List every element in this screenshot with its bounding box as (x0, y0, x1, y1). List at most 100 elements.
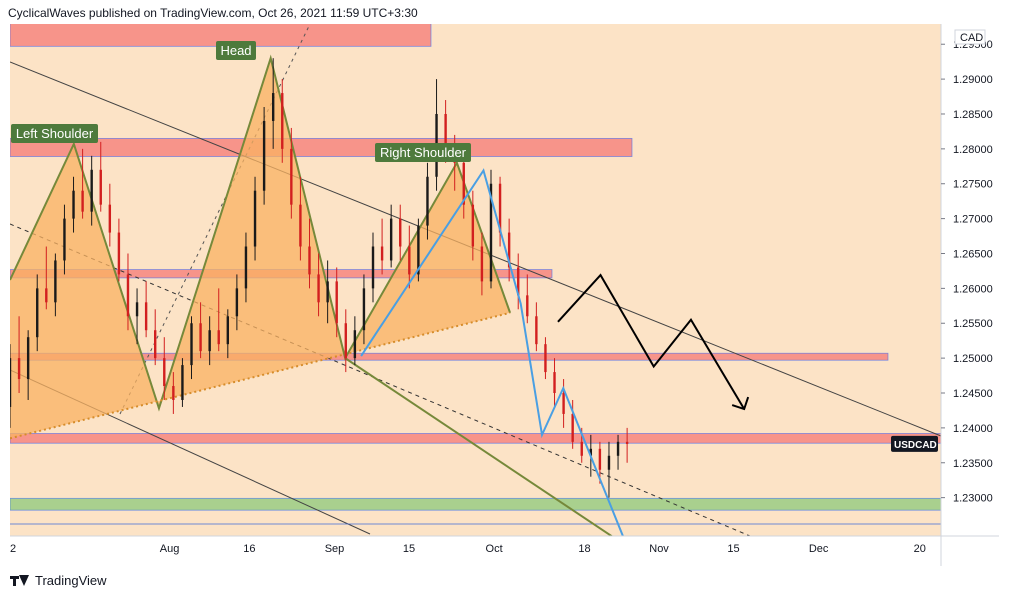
pattern-label: Left Shoulder (11, 124, 98, 143)
candle-body (72, 190, 75, 219)
time-tick-label: Aug (160, 543, 180, 555)
candle (36, 274, 39, 352)
candle-body (126, 274, 130, 317)
candle-body (607, 455, 611, 470)
candle-body (26, 337, 30, 380)
price-tick-label: 1.24500 (953, 388, 993, 400)
candle (144, 281, 148, 338)
candle-body (389, 218, 393, 261)
price-tick-label: 1.27000 (953, 214, 993, 226)
right-shoulder-breakdown-line (344, 357, 628, 548)
candle (244, 232, 248, 303)
candle (571, 399, 574, 449)
candle (371, 232, 375, 303)
candle-body (262, 120, 266, 191)
candle (45, 246, 48, 310)
candle-body (498, 183, 502, 233)
candle-body (54, 260, 57, 303)
pattern-label-text: Head (220, 43, 251, 58)
candle-body (571, 413, 574, 442)
candle (253, 176, 257, 261)
candle-body (362, 288, 366, 331)
price-chart[interactable]: 1.295001.290001.285001.280001.275001.270… (8, 22, 999, 566)
candle (54, 253, 57, 317)
candle-body (135, 302, 139, 317)
pattern-outline (9, 54, 512, 412)
candle-body (562, 393, 565, 414)
candle-body (90, 169, 93, 212)
candle-body (408, 246, 411, 275)
candle-body (36, 288, 39, 338)
candle-body (616, 441, 620, 456)
candle-body (489, 183, 493, 282)
candle-body (308, 246, 311, 275)
candle-body (172, 386, 175, 400)
candle-body (244, 246, 248, 289)
candle (526, 274, 529, 324)
candle (462, 155, 465, 219)
support-zone (9, 497, 942, 511)
candle (335, 267, 338, 338)
time-tick-label: 2 (10, 543, 16, 555)
channel-mid-line (9, 223, 751, 537)
neckline (9, 311, 511, 440)
candle-body (226, 316, 230, 345)
candle (544, 337, 547, 380)
candle-body (217, 330, 220, 345)
candle (625, 427, 629, 463)
candle-body (108, 204, 112, 233)
candle-body (8, 358, 12, 407)
candle (72, 176, 75, 233)
candle-body (344, 323, 347, 359)
candle (344, 309, 347, 373)
candle (81, 148, 84, 219)
candle (535, 302, 538, 352)
candle (281, 79, 284, 163)
candle-body (471, 204, 475, 247)
candle (8, 344, 12, 428)
labels-layer: Left Shoulder Head Right Shoulder (11, 41, 471, 162)
candle-body (281, 93, 284, 149)
price-tick-label: 1.25500 (953, 318, 993, 330)
time-tick-label: 20 (914, 543, 926, 555)
candle (26, 330, 30, 400)
candle-body (517, 267, 520, 296)
candle (90, 155, 93, 226)
candle (63, 204, 66, 275)
candle (271, 58, 275, 149)
candle-body (444, 113, 447, 149)
candle (108, 183, 112, 247)
candle (607, 441, 611, 498)
candle (217, 288, 220, 352)
candle-body (544, 344, 547, 373)
candle-body (45, 288, 48, 303)
pattern-label: Head (216, 41, 256, 60)
candle-body (290, 148, 293, 205)
candle (163, 337, 166, 400)
pattern-label: Right Shoulder (375, 143, 471, 162)
candle (290, 127, 293, 219)
candle-body (81, 190, 84, 212)
candle (362, 274, 366, 345)
candle-body (526, 295, 529, 317)
candle-body (199, 323, 202, 352)
candle (399, 204, 402, 261)
candle-body (63, 218, 66, 261)
time-tick-label: 15 (403, 543, 415, 555)
time-tick-label: 15 (727, 543, 739, 555)
candle-body (235, 288, 239, 317)
time-tick-label: 18 (578, 543, 590, 555)
wave-path (360, 168, 629, 547)
candle-body (271, 93, 275, 121)
candle (317, 253, 320, 317)
candle-body (625, 441, 629, 444)
candle (326, 260, 329, 324)
candle (154, 309, 157, 366)
pattern-label-bg (216, 41, 256, 60)
chart-container[interactable]: 1.29500 1.29000 1.28500 1.28000 1.27500 1.270… (8, 22, 999, 566)
footer: TradingView (10, 571, 107, 589)
pattern-label-text: Right Shoulder (380, 145, 467, 160)
candle-body (462, 162, 465, 205)
candle-body (154, 330, 157, 359)
candle-body (580, 441, 583, 456)
